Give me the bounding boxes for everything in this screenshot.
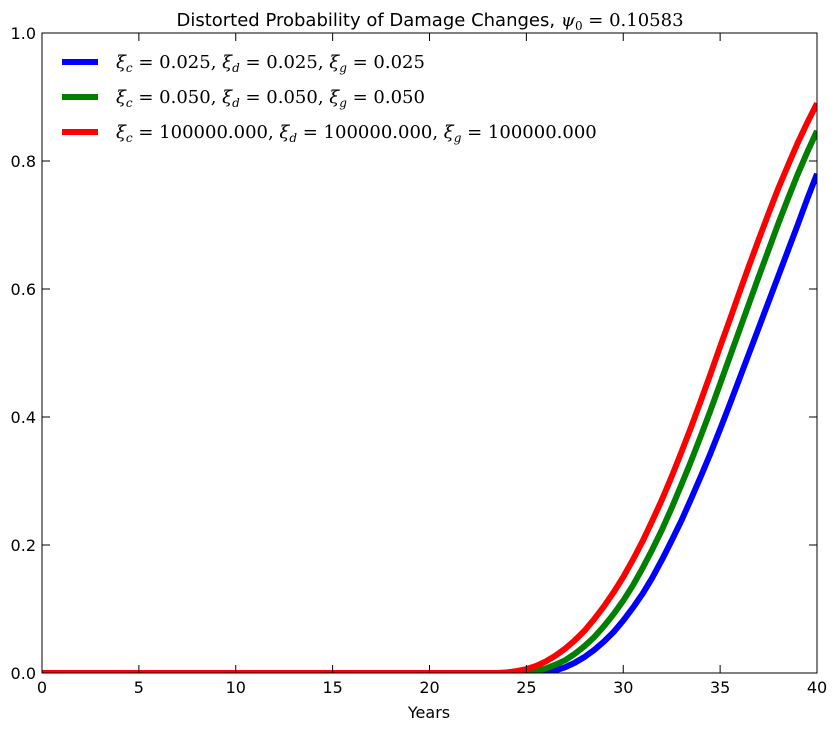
legend: ξc = 0.025, ξd = 0.025, ξg = 0.025 ξc = 0… <box>62 52 597 145</box>
x-tick-label: 5 <box>134 678 144 697</box>
legend-label: ξc = 0.025, ξd = 0.025, ξg = 0.025 <box>116 52 425 75</box>
x-tick-label: 0 <box>37 678 47 697</box>
chart-title: Distorted Probability of Damage Changes,… <box>176 10 683 33</box>
y-tick-label: 0.0 <box>11 664 36 683</box>
series-line-3 <box>42 102 817 673</box>
title-text: Distorted Probability of Damage Changes, <box>176 10 560 31</box>
x-tick-label: 20 <box>419 678 439 697</box>
y-tick-label: 0.2 <box>11 536 36 555</box>
y-tick-label: 1.0 <box>11 24 36 43</box>
x-tick-label: 25 <box>516 678 536 697</box>
title-psi-value: = 0.10583 <box>583 10 684 31</box>
series-layer <box>42 102 817 673</box>
x-axis-label: Years <box>407 703 450 722</box>
x-tick-label: 10 <box>226 678 246 697</box>
title-psi: ψ <box>561 10 576 31</box>
x-tick-label: 30 <box>613 678 633 697</box>
series-line-2 <box>42 129 817 673</box>
x-tick-label: 35 <box>710 678 730 697</box>
series-line-1 <box>42 172 817 673</box>
axes-layer: 0 5 10 15 20 25 30 35 40 0.0 0.2 0.4 0.6 0.8 1.0 <box>11 24 828 697</box>
title: Distorted Probability of Damage Changes,… <box>176 10 683 33</box>
y-tick-label: 0.8 <box>11 152 36 171</box>
y-tick-label: 0.4 <box>11 408 36 427</box>
legend-label: ξc = 100000.000, ξd = 100000.000, ξg = 1… <box>116 122 597 145</box>
x-tick-label: 40 <box>807 678 827 697</box>
x-tick-label: 15 <box>322 678 342 697</box>
legend-label: ξc = 0.050, ξd = 0.050, ξg = 0.050 <box>116 87 425 110</box>
title-psi-sub: 0 <box>575 19 583 33</box>
y-tick-label: 0.6 <box>11 280 36 299</box>
